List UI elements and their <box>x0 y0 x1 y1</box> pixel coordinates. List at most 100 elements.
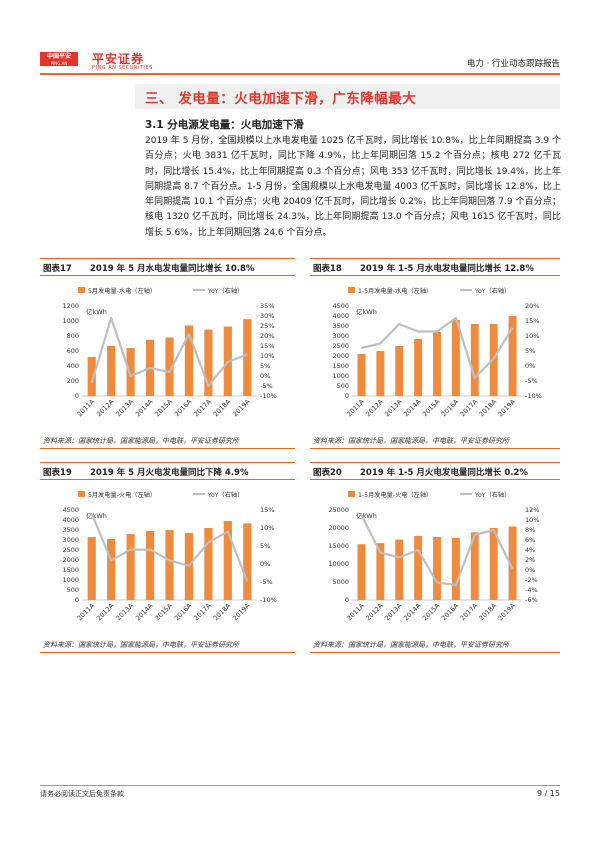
page-number: 9 / 15 <box>536 789 560 798</box>
x-tick-label: 2013A <box>383 397 404 418</box>
x-tick-label: 2019A <box>496 601 517 622</box>
y-right-tick-label: 10% <box>525 516 539 524</box>
yoy-line <box>90 513 249 583</box>
figure-header: 图表17 2019 年 5 月水电发电量同比增长 10.8% <box>40 258 295 276</box>
x-tick-label: 2012A <box>95 397 116 418</box>
figure-panel-19: 图表19 2019 年 5 月火电发电量同比下降 4.9% 5月发电量-火电（左… <box>40 462 295 654</box>
figure-title: 2019 年 5 月水电发电量同比增长 10.8% <box>90 264 255 274</box>
y-right-tick-label: 0% <box>260 560 270 568</box>
y-left-tick-label: 3500 <box>62 526 79 534</box>
y-left-tick-label: 3000 <box>62 536 79 544</box>
figure-title: 2019 年 1-5 月水电发电量同比增长 12.8% <box>360 264 534 274</box>
chart-legend: 5月发电量-火电（左轴） YoY（右轴） <box>78 491 243 499</box>
bar <box>451 537 460 600</box>
unit-label: 亿kWh <box>356 511 377 520</box>
legend-label-line: YoY（右轴） <box>474 287 510 295</box>
yoy-line <box>361 316 514 380</box>
y-left-tick-label: 3000 <box>332 332 349 340</box>
bar <box>243 523 252 600</box>
bar <box>243 319 252 396</box>
bar <box>107 345 116 396</box>
figure-bottom-rule <box>310 448 560 449</box>
company-logo: 中国平安 PING AN <box>40 52 78 66</box>
bar <box>376 351 385 396</box>
figure-header: 图表20 2019 年 1-5 月火电发电量同比增长 0.2% <box>310 462 560 480</box>
y-right-tick-label: -5% <box>260 382 273 390</box>
y-left-tick-label: 4000 <box>62 516 79 524</box>
bar <box>223 521 232 600</box>
figure-panel-17: 图表17 2019 年 5 月水电发电量同比增长 10.8% 5月发电量-水电（… <box>40 258 295 450</box>
x-tick-label: 2011A <box>76 601 97 622</box>
x-tick-label: 2017A <box>459 397 480 418</box>
y-right-tick-label: -4% <box>525 586 538 594</box>
y-right-tick-label: -5% <box>260 578 273 586</box>
brand-name: 平安证券 <box>92 52 145 66</box>
y-left-tick-label: 1500 <box>332 362 349 370</box>
x-tick-label: 2011A <box>76 397 97 418</box>
x-tick-label: 2016A <box>440 601 461 622</box>
bar <box>145 531 155 600</box>
section-title: 三、 发电量：火电加速下滑，广东降幅最大 <box>145 91 417 107</box>
y-right-tick-label: 6% <box>525 536 535 544</box>
y-left-tick-label: 1000 <box>332 372 349 380</box>
y-right-tick-label: 2% <box>525 556 535 564</box>
x-tick-label: 2018A <box>212 397 233 418</box>
figure-label: 图表20 <box>313 468 342 478</box>
y-left-tick-label: 0 <box>345 596 349 604</box>
legend-swatch-bar <box>348 491 355 497</box>
y-right-tick-label: -6% <box>525 596 538 604</box>
y-left-tick-label: 2000 <box>332 352 349 360</box>
y-left-tick-label: 500 <box>67 586 79 594</box>
bar <box>165 337 174 396</box>
x-tick-label: 2011A <box>345 601 366 622</box>
subsection-title: 3.1 分电源发电量：火电加速下滑 <box>145 119 304 131</box>
x-tick-label: 2016A <box>173 601 194 622</box>
y-left-tick-label: 0 <box>75 596 79 604</box>
report-type: 电力 · 行业动态跟踪报告 <box>466 59 560 69</box>
legend-swatch-bar <box>78 287 85 293</box>
y-left-tick-label: 1000 <box>62 576 79 584</box>
x-tick-label: 2014A <box>402 397 423 418</box>
bar <box>470 324 479 396</box>
y-right-tick-label: -2% <box>525 576 538 584</box>
figure-panel-18: 图表18 2019 年 1-5 月水电发电量同比增长 12.8% 1-5月发电量… <box>310 258 560 450</box>
x-tick-label: 2019A <box>231 397 252 418</box>
y-right-tick-label: 12% <box>525 506 539 514</box>
legend-label-line: YoY（右轴） <box>207 491 243 499</box>
bar <box>395 539 404 600</box>
y-left-tick-label: 0 <box>345 392 349 400</box>
y-right-tick-label: 15% <box>260 342 274 350</box>
section-title-bar: 三、 发电量：火电加速下滑，广东降幅最大 <box>135 84 560 109</box>
x-tick-label: 2015A <box>421 397 442 418</box>
y-right-tick-label: -10% <box>260 392 277 400</box>
bar <box>414 339 423 396</box>
bar <box>414 535 423 600</box>
bar <box>376 543 385 600</box>
bar <box>451 320 460 396</box>
x-tick-label: 2015A <box>421 601 442 622</box>
y-left-tick-label: 2500 <box>62 546 79 554</box>
bar <box>87 537 96 600</box>
unit-label: 亿kWh <box>86 511 107 520</box>
figure-source: 资料来源：国家统计局，国家能源局，中电联，平安证券研究所 <box>313 437 509 445</box>
footer-disclaimer: 请务必阅读正文后免责条款 <box>40 790 124 798</box>
bar <box>204 528 213 600</box>
x-tick-label: 2017A <box>459 601 480 622</box>
y-right-tick-label: 20% <box>260 332 274 340</box>
bar <box>165 530 174 600</box>
bar <box>508 315 517 396</box>
y-right-tick-label: 20% <box>525 302 539 310</box>
y-left-tick-label: 2500 <box>332 342 349 350</box>
y-left-tick-label: 400 <box>67 362 79 370</box>
figure-bottom-rule <box>40 652 295 653</box>
chart-legend: 1-5月发电量-火电（左轴） YoY（右轴） <box>348 491 510 499</box>
y-right-tick-label: 5% <box>260 362 270 370</box>
x-tick-label: 2013A <box>383 601 404 622</box>
bar <box>204 329 213 396</box>
y-left-tick-label: 200 <box>67 377 79 385</box>
x-tick-label: 2018A <box>478 601 499 622</box>
y-right-tick-label: 0% <box>525 566 535 574</box>
y-left-tick-label: 4000 <box>332 312 349 320</box>
bar <box>126 534 135 600</box>
x-tick-label: 2013A <box>115 397 136 418</box>
